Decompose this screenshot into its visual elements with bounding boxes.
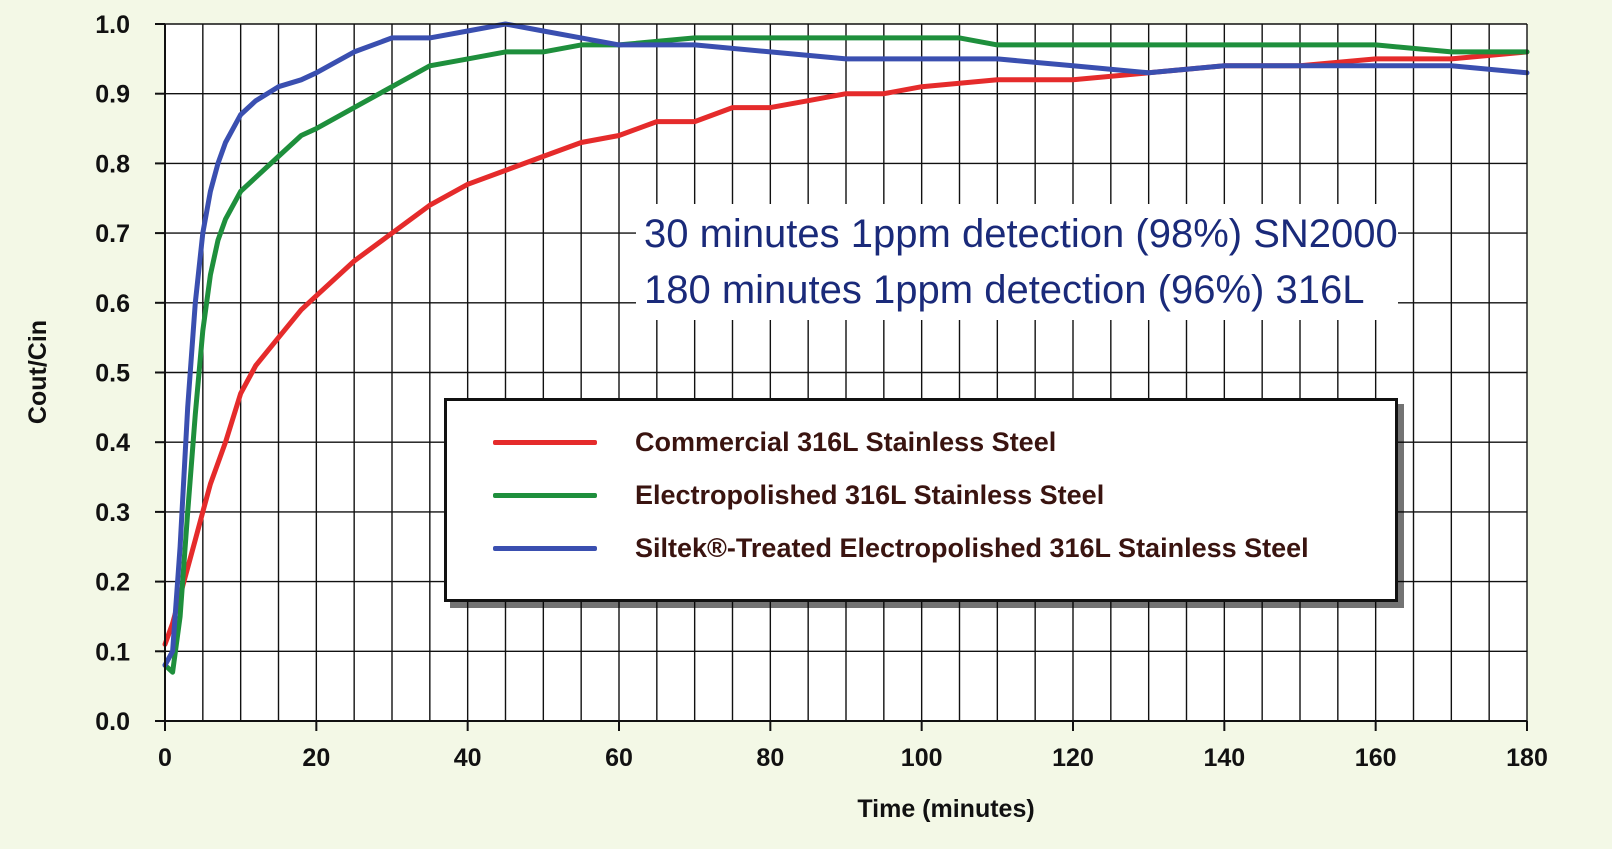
y-tick-label: 0.0 <box>95 708 130 736</box>
legend-swatch-electropolished <box>493 492 597 498</box>
y-tick-label: 1.0 <box>95 11 130 39</box>
x-tick-label: 80 <box>756 744 784 772</box>
series-lines <box>162 21 1530 675</box>
x-tick-label: 40 <box>454 744 482 772</box>
x-tick-label: 120 <box>1052 744 1094 772</box>
legend-swatch-siltek <box>493 545 597 551</box>
x-tick-label: 140 <box>1203 744 1245 772</box>
annotation-line-1: 30 minutes 1ppm detection (98%) SN2000 <box>644 212 1398 256</box>
y-tick-label: 0.1 <box>95 638 130 666</box>
legend-label-electropolished: Electropolished 316L Stainless Steel <box>635 479 1105 510</box>
tick-labels: 0.0 0.1 0.2 0.3 0.4 0.5 0.6 0.7 0.8 0.9 1.0 0 20 40 60… <box>95 11 1548 772</box>
legend-swatch-commercial <box>493 439 597 445</box>
x-tick-label: 20 <box>302 744 330 772</box>
annotation-line-2: 180 minutes 1ppm detection (96%) 316L <box>644 268 1365 312</box>
x-axis-title: Time (minutes) <box>857 795 1034 823</box>
y-tick-label: 0.5 <box>95 360 130 388</box>
series-line-0 <box>162 49 1530 647</box>
y-tick-label: 0.9 <box>95 81 130 109</box>
legend-label-commercial: Commercial 316L Stainless Steel <box>635 426 1057 457</box>
legend: Commercial 316L Stainless Steel Electrop… <box>444 398 1398 602</box>
detection-annotation: 30 minutes 1ppm detection (98%) SN2000 1… <box>636 204 1398 320</box>
y-tick-label: 0.8 <box>95 150 130 178</box>
legend-item-electropolished: Electropolished 316L Stainless Steel <box>493 475 1104 515</box>
series-line-1 <box>162 35 1530 675</box>
series-line-2 <box>162 21 1530 668</box>
x-tick-label: 100 <box>901 744 943 772</box>
legend-item-commercial: Commercial 316L Stainless Steel <box>493 422 1056 462</box>
x-tick-label: 0 <box>158 744 172 772</box>
legend-item-siltek: Siltek®-Treated Electropolished 316L Sta… <box>493 528 1309 568</box>
y-tick-label: 0.4 <box>95 429 130 457</box>
y-tick-label: 0.2 <box>95 569 130 597</box>
axes <box>155 23 1528 731</box>
y-axis-title: Cout/Cin <box>24 320 52 424</box>
x-tick-label: 60 <box>605 744 633 772</box>
y-tick-label: 0.6 <box>95 290 130 318</box>
x-tick-label: 160 <box>1355 744 1397 772</box>
legend-label-siltek: Siltek®-Treated Electropolished 316L Sta… <box>635 532 1309 563</box>
y-tick-label: 0.7 <box>95 220 130 248</box>
x-tick-label: 180 <box>1506 744 1548 772</box>
y-tick-label: 0.3 <box>95 499 130 527</box>
